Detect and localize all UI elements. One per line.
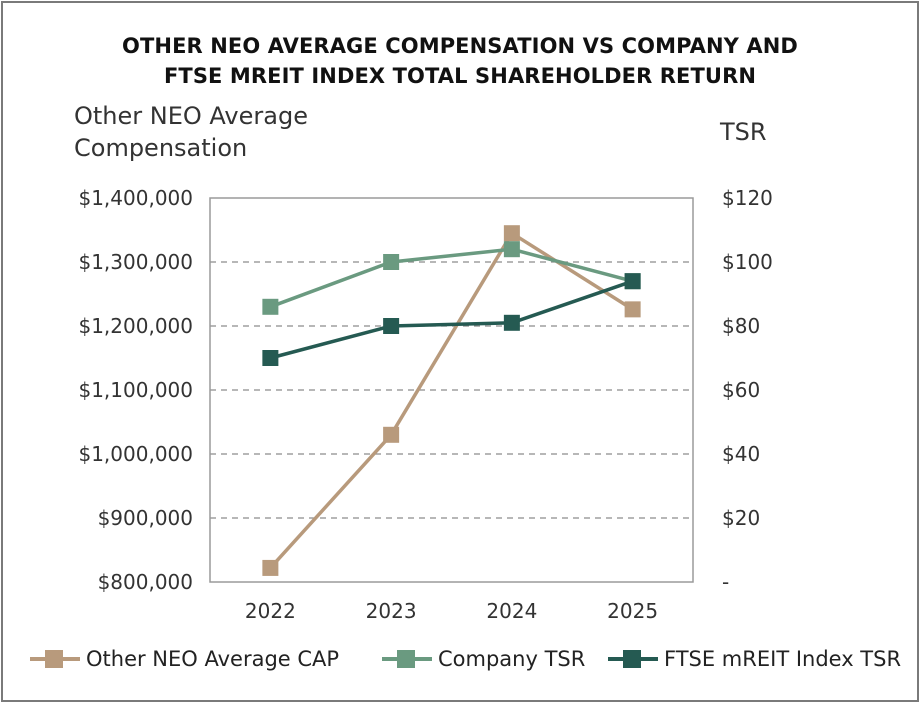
x-tick-label: 2024 [486, 599, 537, 623]
x-tick-label: 2023 [366, 599, 417, 623]
left-tick-label: $1,000,000 [78, 442, 193, 466]
series-line-company-tsr [269, 247, 634, 309]
right-tick-label: $80 [722, 314, 760, 338]
x-tick-label: 2022 [245, 599, 296, 623]
plot-area [209, 197, 694, 583]
left-tick-label: $900,000 [98, 506, 193, 530]
legend-label: FTSE mREIT Index TSR [664, 647, 902, 671]
legend: Other NEO Average CAP Company TSR FTSE m… [0, 643, 920, 675]
data-point-ftse-mreit-index-tsr-2022 [262, 350, 279, 366]
legend-swatch-company-tsr [382, 649, 432, 669]
legend-label: Company TSR [438, 647, 586, 671]
data-point-company-tsr-2023 [383, 254, 400, 270]
series-line-other-neo-average-cap [269, 231, 634, 570]
legend-swatch-other-neo-average-cap [30, 649, 80, 669]
data-point-other-neo-average-cap-2023 [383, 426, 400, 443]
series-lines [262, 225, 641, 576]
left-tick-label: $1,200,000 [78, 314, 193, 338]
legend-item-other-neo-average-cap: Other NEO Average CAP [30, 643, 339, 675]
right-tick-label: $120 [722, 186, 773, 210]
left-tick-label: $1,300,000 [78, 250, 193, 274]
data-point-other-neo-average-cap-2024 [503, 225, 520, 242]
right-tick-label: $20 [722, 506, 760, 530]
series-line-ftse-mreit-index-tsr [269, 279, 634, 360]
left-tick-label: $1,100,000 [78, 378, 193, 402]
legend-label: Other NEO Average CAP [86, 647, 340, 671]
left-tick-label: $1,400,000 [78, 186, 193, 210]
data-point-company-tsr-2024 [503, 241, 520, 258]
right-axis-title: TSR [720, 118, 767, 146]
data-point-other-neo-average-cap-2025 [624, 301, 641, 318]
right-tick-label: $40 [722, 442, 760, 466]
chart-title-line-2: FTSE MREIT INDEX TOTAL SHAREHOLDER RETUR… [163, 64, 757, 88]
data-point-other-neo-average-cap-2022 [262, 559, 279, 576]
legend-item-company-tsr: Company TSR [382, 643, 585, 675]
data-point-ftse-mreit-index-tsr-2025 [624, 273, 641, 290]
legend-swatch-ftse-mreit-index-tsr [608, 649, 658, 669]
data-point-ftse-mreit-index-tsr-2023 [383, 318, 400, 334]
grid-lines [210, 261, 693, 519]
data-point-company-tsr-2022 [262, 298, 279, 315]
right-tick-label: $60 [722, 378, 760, 402]
right-tick-label: - [722, 570, 729, 594]
chart-title-line-1: OTHER NEO AVERAGE COMPENSATION VS COMPAN… [122, 34, 798, 58]
legend-item-ftse-mreit-index-tsr: FTSE mREIT Index TSR [608, 643, 901, 675]
tick-labels: $800,000 $900,000 $1,000,000 $1,100,000 $1,2… [78, 186, 772, 623]
data-point-ftse-mreit-index-tsr-2024 [503, 314, 520, 331]
left-axis-title: Other NEO Average Compensation [74, 102, 308, 162]
right-tick-label: $100 [722, 250, 773, 274]
left-tick-label: $800,000 [98, 570, 193, 594]
x-tick-label: 2025 [607, 599, 658, 623]
plot-border [209, 197, 694, 583]
